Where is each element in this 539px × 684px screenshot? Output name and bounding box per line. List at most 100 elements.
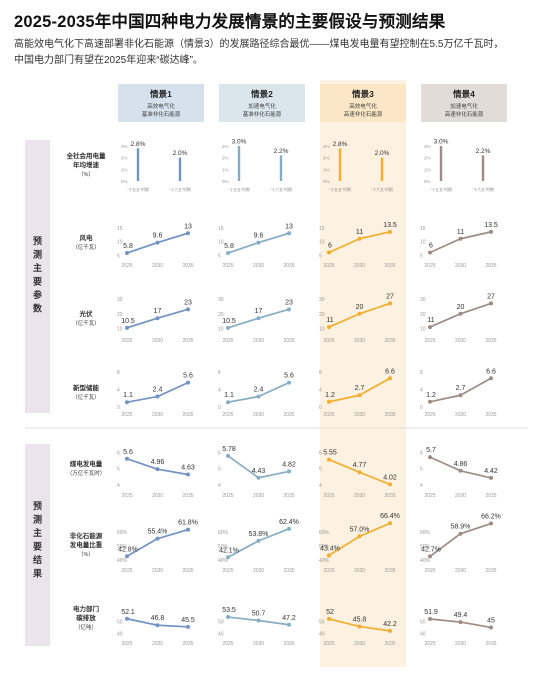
period-label: "十五五"时期: [329, 187, 351, 192]
x-tick-label: 2025: [323, 412, 334, 418]
data-point: [357, 393, 362, 398]
x-tick-label: 2025: [424, 263, 435, 269]
point-value-label: 23: [184, 299, 192, 306]
data-point: [388, 628, 392, 633]
point-value-label: 1.2: [426, 392, 436, 399]
point-value-label: 10.5: [222, 318, 236, 325]
y-tick-label: 50%: [218, 544, 229, 550]
point-value-label: 53.8%: [249, 531, 269, 538]
x-tick-label: 2035: [384, 412, 395, 418]
point-value-label: 23: [285, 299, 293, 306]
point-value-label: 1.1: [123, 392, 133, 399]
y-tick-label: 30: [218, 297, 224, 303]
y-tick-label: 40%: [420, 558, 431, 564]
data-point: [489, 229, 493, 234]
data-point: [458, 236, 463, 241]
row-label-line: 发电量比重: [69, 540, 103, 549]
line-chart-r5-s2: 60% 50% 40% 2025 2030 2035 42.1% 53.8% 62.4%: [218, 519, 299, 574]
y-tick-label: 60%: [117, 530, 128, 536]
growth-bar: [338, 148, 342, 181]
point-value-label: 6: [328, 243, 332, 250]
x-tick-label: 2035: [485, 641, 496, 647]
x-tick-label: 2030: [455, 568, 466, 574]
results-side-char: 预: [33, 501, 42, 511]
point-value-label: 13.5: [484, 222, 498, 229]
point-value-label: 13: [285, 223, 293, 230]
data-point: [226, 325, 230, 330]
scenario-line1: 加速电气化: [248, 102, 276, 110]
scenario-line1: 高效电气化: [147, 102, 175, 110]
point-value-label: 46.8: [151, 615, 165, 622]
x-tick-label: 2030: [152, 338, 163, 344]
y-tick-label: 50: [319, 619, 325, 625]
bar-value-label: 3.0%: [232, 139, 247, 146]
bar-value-label: 2.8%: [131, 141, 146, 148]
x-tick-label: 2025: [323, 263, 334, 269]
y-tick-label: 60%: [319, 530, 330, 536]
data-point: [428, 399, 432, 404]
data-point: [226, 453, 230, 458]
point-value-label: 52: [326, 609, 334, 616]
scenario-name: 情景2: [250, 89, 273, 99]
point-value-label: 11: [326, 317, 333, 324]
data-point: [327, 399, 331, 404]
point-value-label: 4.82: [282, 461, 296, 468]
point-value-label: 27: [386, 293, 394, 300]
point-value-label: 17: [154, 308, 162, 315]
data-point: [327, 553, 331, 558]
point-value-label: 2.7: [355, 385, 365, 392]
y-tick-label: 30: [117, 297, 123, 303]
point-value-label: 66.4%: [380, 513, 400, 520]
point-value-label: 57.0%: [350, 526, 370, 533]
assumptions-side-char: 预: [33, 236, 42, 246]
x-tick-label: 2025: [121, 338, 132, 344]
charts-layer: 预测主要参数预测主要结果情景1高效电气化基准非化石能源情景2加速电气化基准非化石…: [32, 89, 501, 647]
point-value-label: 11: [457, 229, 464, 236]
data-point: [458, 468, 463, 473]
x-tick-label: 2035: [485, 568, 496, 574]
point-value-label: 52.1: [121, 609, 135, 616]
y-tick-label: 10: [218, 240, 224, 246]
data-point: [388, 482, 392, 487]
data-point: [155, 394, 160, 399]
row-label-line: （亿千瓦）: [72, 393, 100, 401]
x-tick-label: 2035: [384, 568, 395, 574]
results-side-char: 主: [33, 527, 42, 538]
row-label-line: （亿千瓦）: [72, 319, 100, 327]
y-tick-label: 4: [319, 483, 322, 489]
period-label: "十六五"时期: [169, 187, 191, 192]
x-tick-label: 2025: [323, 568, 334, 574]
y-tick-label: 2%: [323, 156, 330, 161]
x-tick-label: 2035: [283, 568, 294, 574]
scenario-line2: 基准非化石能源: [142, 110, 181, 118]
x-tick-label: 2030: [152, 263, 163, 269]
growth-chart-3: 3% 2% 1% 0% 2.8% "十五五"时期 2.0% "十六五"时期: [323, 141, 393, 192]
data-point: [256, 240, 261, 245]
line-chart-r5-s1: 60% 50% 40% 2025 2030 2035 42.8% 55.4% 61.8%: [117, 520, 198, 574]
point-value-label: 42.2: [383, 621, 397, 628]
y-tick-label: 50: [117, 619, 123, 625]
y-tick-label: 10: [420, 240, 426, 246]
line-chart-r5-s4: 60% 50% 40% 2025 2030 2035 42.7% 58.9% 66.2%: [420, 514, 501, 574]
point-value-label: 1.2: [325, 392, 335, 399]
bar-value-label: 2.8%: [333, 141, 348, 148]
y-tick-label: 0%: [121, 179, 128, 184]
row-label-line: （%）: [78, 551, 94, 558]
x-tick-label: 2030: [354, 338, 365, 344]
y-tick-label: 60%: [218, 530, 229, 536]
x-tick-label: 2035: [485, 263, 496, 269]
y-tick-label: 3%: [424, 144, 431, 149]
y-tick-label: 6: [117, 450, 120, 456]
x-tick-label: 2035: [182, 493, 193, 499]
y-tick-label: 1%: [424, 167, 431, 172]
x-tick-label: 2035: [283, 641, 294, 647]
y-tick-label: 6: [218, 450, 221, 456]
data-point: [226, 251, 230, 256]
x-tick-label: 2025: [323, 641, 334, 647]
page-subtitle: 高能效电气化下高速部署非化石能源（情景3）的发展路径综合最优——煤电发电量有望控…: [14, 37, 529, 69]
x-tick-label: 2030: [253, 641, 264, 647]
